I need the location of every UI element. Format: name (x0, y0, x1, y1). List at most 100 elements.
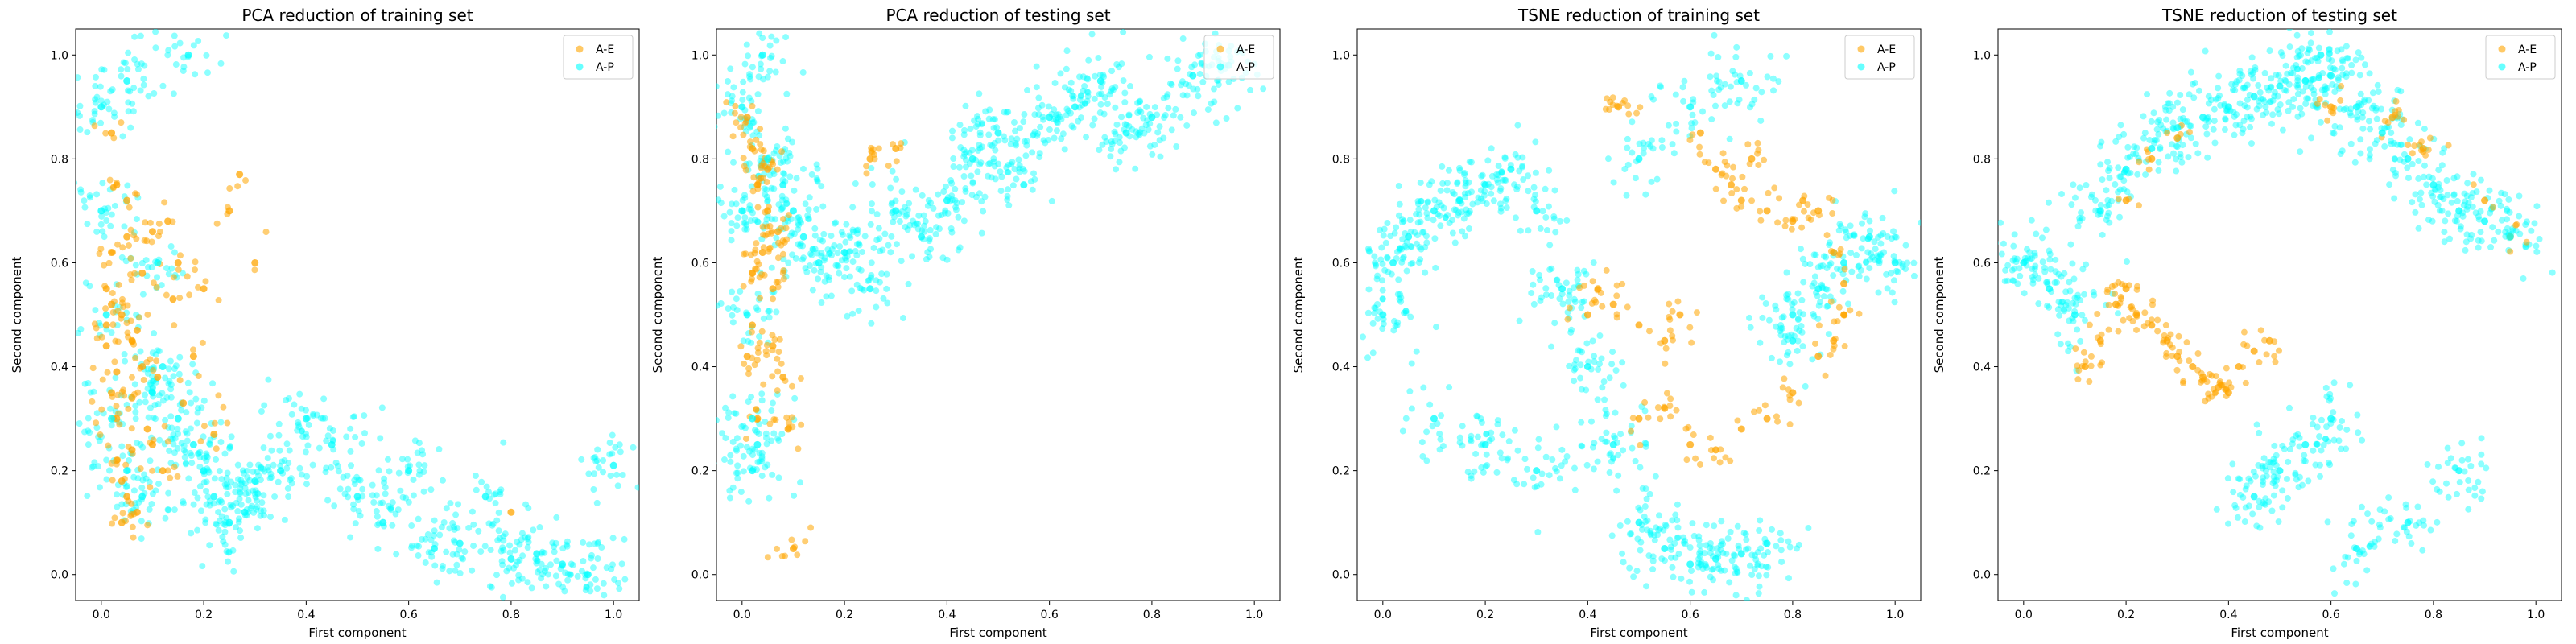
a-p-point (789, 207, 797, 215)
a-p-cloud-point (302, 448, 309, 456)
a-p-cloud-point (942, 183, 949, 190)
a-p-cloud-point (2242, 485, 2249, 493)
a-p-cloud-point (2248, 140, 2255, 147)
a-p-cloud-point (1400, 217, 1407, 225)
a-p-cloud-point (818, 299, 825, 307)
a-p-cloud-point (1644, 526, 1651, 534)
a-p-cloud-point (1695, 536, 1703, 543)
a-p-cloud-point (2298, 64, 2306, 72)
a-p-cloud-point (2335, 437, 2343, 444)
a-p-cloud-point (182, 448, 189, 456)
a-p-cloud-point (881, 230, 889, 237)
a-p-cloud-point (190, 42, 197, 49)
a-p-cloud-point (1103, 138, 1110, 145)
y-tick-label: 0.8 (1332, 153, 1350, 166)
a-e-point (1615, 103, 1623, 111)
a-p-cloud-point (1998, 250, 2005, 258)
a-p-cloud-point (2039, 258, 2046, 266)
a-p-cloud-point (1197, 51, 1204, 58)
a-e-cloud-point (1841, 343, 1848, 350)
a-p-cloud-point (746, 73, 753, 80)
a-p-cloud-point (465, 524, 473, 531)
a-p-cloud-point (500, 439, 507, 446)
a-e-cloud-point (782, 225, 790, 232)
a-p-cloud-point (1851, 232, 1858, 239)
a-p-cloud-point (80, 197, 88, 204)
a-p-cloud-point (1877, 232, 1885, 239)
a-p-cloud-point (1397, 291, 1404, 298)
a-e-cloud-point (102, 130, 109, 137)
a-p-cloud-point (334, 462, 341, 469)
a-p-cloud-point (1013, 175, 1020, 183)
a-p-cloud-point (1033, 84, 1040, 91)
a-p-cloud-point (240, 469, 247, 477)
a-p-cloud-point (1728, 557, 1736, 564)
a-p-cloud-point (2270, 456, 2277, 463)
a-p-cloud-point (2384, 124, 2391, 131)
a-p-cloud-point (1092, 72, 1099, 80)
a-p-cloud-point (369, 492, 376, 499)
a-p-cloud-point (1796, 309, 1803, 316)
legend-marker-a-e (576, 45, 584, 53)
a-e-cloud-point (1733, 204, 1740, 212)
a-p-cloud-point (1630, 573, 1637, 580)
a-p-cloud-point (424, 531, 431, 539)
a-p-cloud-point (2549, 269, 2556, 276)
a-p-cloud-point (955, 213, 962, 221)
a-p-cloud-point (2451, 217, 2458, 225)
a-p-cloud-point (1422, 244, 1429, 251)
a-p-cloud-point (1768, 354, 1775, 361)
a-p-cloud-point (853, 230, 861, 237)
a-p-cloud-point (1191, 109, 1198, 117)
a-p-cloud-point (2400, 524, 2407, 531)
a-p-cloud-point (746, 124, 753, 131)
a-e-point (1635, 321, 1643, 329)
a-p-cloud-point (204, 69, 211, 76)
a-p-cloud-point (76, 126, 84, 134)
a-p-cloud-point (729, 288, 736, 295)
a-p-cloud-point (2336, 423, 2343, 431)
a-p-cloud-point (1391, 229, 1398, 237)
a-p-cloud-point (2202, 47, 2209, 55)
a-p-cloud-point (621, 576, 629, 583)
a-e-cloud-point (164, 467, 171, 474)
a-p-cloud-point (408, 522, 415, 530)
a-p-cloud-point (1823, 303, 1831, 310)
a-p-cloud-point (1067, 109, 1074, 117)
a-p-cloud-point (2330, 565, 2337, 572)
a-p-cloud-point (2388, 140, 2395, 147)
a-p-cloud-point (724, 91, 731, 98)
a-p-cloud-point (2151, 139, 2158, 147)
a-p-cloud-point (888, 201, 895, 208)
a-p-cloud-point (726, 208, 733, 216)
a-p-cloud-point (1022, 152, 1030, 159)
a-p-cloud-point (825, 276, 832, 283)
a-p-cloud-point (1195, 93, 1202, 100)
a-p-cloud-point (1461, 190, 1468, 197)
a-p-cloud-point (295, 423, 303, 431)
a-p-cloud-point (2343, 55, 2351, 62)
a-p-cloud-point (528, 584, 535, 592)
a-p-cloud-point (178, 407, 185, 414)
a-p-cloud-point (2064, 299, 2071, 306)
a-p-cloud-point (780, 170, 787, 177)
a-p-cloud-point (394, 506, 402, 514)
a-p-cloud-point (1848, 268, 1856, 275)
a-p-cloud-point (1079, 101, 1086, 109)
a-p-cloud-point (165, 47, 172, 54)
a-p-cloud-point (92, 82, 99, 89)
a-e-cloud-point (1603, 266, 1610, 274)
a-p-cloud-point (2339, 58, 2347, 65)
a-p-cloud-point (122, 484, 130, 491)
a-p-point (2455, 467, 2463, 475)
a-p-cloud-point (2244, 104, 2251, 111)
a-p-cloud-point (1777, 325, 1785, 332)
a-p-cloud-point (923, 256, 930, 263)
a-p-cloud-point (1460, 215, 1468, 222)
a-p-cloud-point (130, 487, 138, 494)
a-p-cloud-point (357, 477, 364, 484)
a-p-cloud-point (502, 530, 509, 538)
a-p-cloud-point (1426, 401, 1434, 408)
a-e-cloud-point (1754, 139, 1761, 147)
a-p-cloud-point (1521, 456, 1529, 463)
